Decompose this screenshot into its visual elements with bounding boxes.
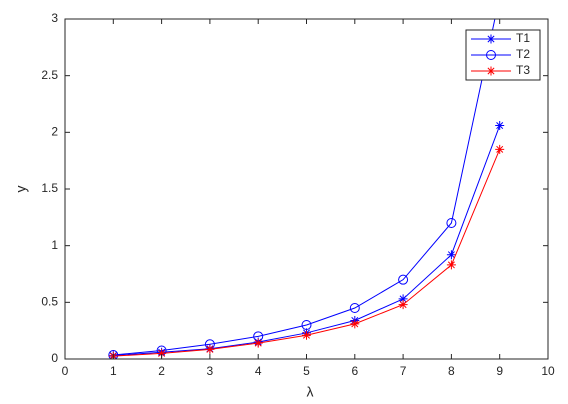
marker <box>205 344 215 354</box>
x-axis-label: λ <box>307 384 314 400</box>
series-line <box>113 19 496 356</box>
marker <box>446 260 456 270</box>
marker <box>486 34 496 44</box>
plot-area <box>108 19 505 359</box>
marker <box>398 274 409 285</box>
marker <box>350 319 360 329</box>
x-tick-label: 2 <box>158 364 165 378</box>
x-tick-label: 0 <box>62 364 69 378</box>
y-tick-label: 0.5 <box>41 295 58 309</box>
y-tick-label: 2.5 <box>41 68 58 82</box>
x-tick-label: 1 <box>110 364 117 378</box>
marker <box>486 66 496 76</box>
y-tick-label: 0 <box>51 351 58 365</box>
y-tick-label: 3 <box>51 11 58 25</box>
x-tick-label: 8 <box>448 364 455 378</box>
marker <box>253 338 263 348</box>
marker <box>349 303 360 313</box>
marker <box>301 320 312 330</box>
x-tick-label: 6 <box>351 364 358 378</box>
x-tick-label: 3 <box>207 364 214 378</box>
legend-label: T2 <box>516 47 530 61</box>
y-axis-label: y <box>13 186 29 193</box>
legend-label: T3 <box>516 63 530 77</box>
marker <box>446 218 457 228</box>
x-tick-label: 5 <box>303 364 310 378</box>
x-tick-label: 10 <box>541 364 555 378</box>
y-tick-label: 1 <box>51 238 58 252</box>
marker <box>495 121 505 131</box>
marker <box>302 330 311 340</box>
x-tick-label: 4 <box>255 364 262 378</box>
x-tick-label: 7 <box>400 364 407 378</box>
y-tick-label: 1.5 <box>41 181 58 195</box>
marker <box>108 350 119 359</box>
marker <box>446 250 456 260</box>
marker <box>398 300 408 310</box>
y-tick-label: 2 <box>51 125 58 139</box>
marker <box>398 294 408 304</box>
marker <box>486 50 496 60</box>
legend: T1 T2 T3 <box>465 29 541 81</box>
legend-label: T1 <box>516 31 530 45</box>
x-tick-label: 9 <box>496 364 503 378</box>
marker <box>495 144 505 154</box>
marker <box>157 348 167 358</box>
